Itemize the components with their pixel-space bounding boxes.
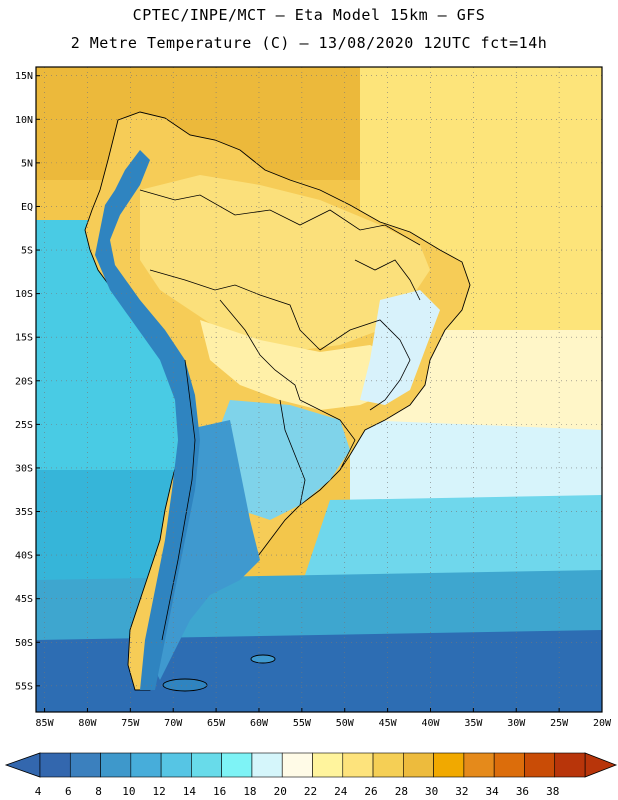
colorbar-swatch — [342, 752, 374, 778]
longitude-label: 60W — [250, 718, 269, 729]
atlantic-cool-region — [350, 420, 602, 510]
colorbar-right-arrow — [584, 752, 618, 778]
longitude-label: 80W — [78, 718, 97, 729]
colorbar-swatch — [160, 752, 192, 778]
colorbar-swatch — [39, 752, 71, 778]
colorbar-tick-label: 14 — [183, 785, 197, 798]
border-northeast-states — [354, 259, 421, 301]
latitude-label: 30S — [15, 463, 33, 474]
pacific-cool-region — [36, 470, 180, 590]
latitude-label: 15N — [15, 71, 33, 82]
tierra-del-fuego — [162, 678, 208, 692]
longitude-label: 40W — [421, 718, 440, 729]
latitude-label: 55S — [15, 681, 33, 692]
map-frame — [35, 66, 603, 713]
longitude-label: 50W — [336, 718, 355, 729]
colorbar-swatch — [493, 752, 525, 778]
colorbar-tick-label: 22 — [304, 785, 317, 798]
latitude-label: 25S — [15, 420, 33, 431]
border-north — [139, 189, 421, 246]
latitude-label: 35S — [15, 507, 33, 518]
latitude-axis-labels: 15N 10N 5N EQ 5S 10S 15S 20S 25S 30S 35S 40S 45S 50S 5… — [15, 71, 40, 692]
colorbar-left-arrow — [4, 752, 41, 778]
longitude-label: 35W — [464, 718, 483, 729]
longitude-label: 25W — [550, 718, 569, 729]
colorbar-swatch — [191, 752, 222, 778]
colorbar-swatch — [463, 752, 495, 778]
amazon-region — [140, 175, 430, 350]
border-chile-argentina — [161, 359, 196, 641]
colorbar-tick-label: 20 — [274, 785, 287, 798]
latitude-label: 5N — [21, 158, 33, 169]
colorbar-tick-label: 36 — [516, 785, 529, 798]
country-borders — [139, 189, 421, 641]
colorbar-tick-label: 30 — [425, 785, 438, 798]
latitude-label: 10N — [15, 115, 33, 126]
colorbar-swatch — [130, 752, 162, 778]
latitude-label: 15S — [15, 333, 33, 344]
chart-title-line2: 2 Metre Temperature (C) – 13/08/2020 12U… — [70, 34, 548, 52]
colorbar-swatch — [221, 752, 253, 778]
colorbar-tick-label: 28 — [395, 785, 408, 798]
colorbar-tick-label: 32 — [455, 785, 468, 798]
andes-region — [95, 150, 200, 690]
colorbar-tick-label: 6 — [65, 785, 72, 798]
border-argentina-brazil — [299, 399, 356, 471]
colorbar-swatch — [403, 752, 434, 778]
brazil-highland-region — [360, 290, 440, 405]
latitude-label: 20S — [15, 376, 33, 387]
atlantic-cold-region — [300, 495, 602, 590]
chart-title-line1: CPTEC/INPE/MCT – Eta Model 15km – GFS — [132, 6, 486, 24]
latitude-label: EQ — [21, 202, 33, 213]
colorbar-tick-label: 4 — [35, 785, 42, 798]
longitude-label: 45W — [379, 718, 398, 729]
colorbar-swatch — [251, 752, 283, 778]
longitude-label: 55W — [293, 718, 312, 729]
colorbar-swatch — [433, 752, 465, 778]
colorbar-swatch — [554, 752, 586, 778]
border-bolivia — [219, 299, 301, 401]
falklands-islands — [250, 654, 276, 664]
colorbar-swatch — [100, 752, 132, 778]
longitude-label: 20W — [593, 718, 612, 729]
colorbar-tick-label: 8 — [95, 785, 102, 798]
longitude-label: 30W — [507, 718, 526, 729]
longitude-axis-labels: 85W 80W 75W 70W 65W 60W 55W 50W 45W 40W 35W 30W 25W 2… — [36, 708, 612, 729]
colorbar-swatch — [372, 752, 404, 778]
longitude-label: 75W — [121, 718, 140, 729]
longitude-label: 85W — [36, 718, 55, 729]
latitude-label: 50S — [15, 638, 33, 649]
latitude-label: 5S — [21, 246, 33, 257]
colorbar-tick-label: 24 — [334, 785, 348, 798]
longitude-label: 65W — [207, 718, 226, 729]
colorbar-tick-label: 18 — [243, 785, 256, 798]
colorbar-swatch — [312, 752, 344, 778]
border-uruguay — [279, 399, 306, 506]
latitude-label: 40S — [15, 551, 33, 562]
colorbar-swatch — [524, 752, 556, 778]
pampas-region — [215, 400, 350, 520]
colorbar: 4 6 8 10 12 14 16 18 20 22 24 26 28 30 32 34 36 38 — [4, 752, 618, 798]
colorbar-tick-label: 16 — [213, 785, 226, 798]
border-brazil-states — [319, 319, 411, 411]
colorbar-tick-label: 26 — [364, 785, 377, 798]
colorbar-tick-label: 12 — [152, 785, 165, 798]
colorbar-swatch — [281, 752, 313, 778]
latitude-label: 45S — [15, 594, 33, 605]
border-peru-brazil — [149, 269, 321, 351]
latitude-label: 10S — [15, 289, 33, 300]
central-brazil-region — [200, 320, 400, 410]
far-south-ocean-region — [36, 630, 602, 712]
colorbar-tick-label: 38 — [546, 785, 559, 798]
longitude-label: 70W — [164, 718, 183, 729]
colorbar-swatch — [69, 752, 101, 778]
colorbar-tick-label: 34 — [486, 785, 500, 798]
map-body — [36, 67, 602, 712]
colorbar-tick-label: 10 — [122, 785, 135, 798]
